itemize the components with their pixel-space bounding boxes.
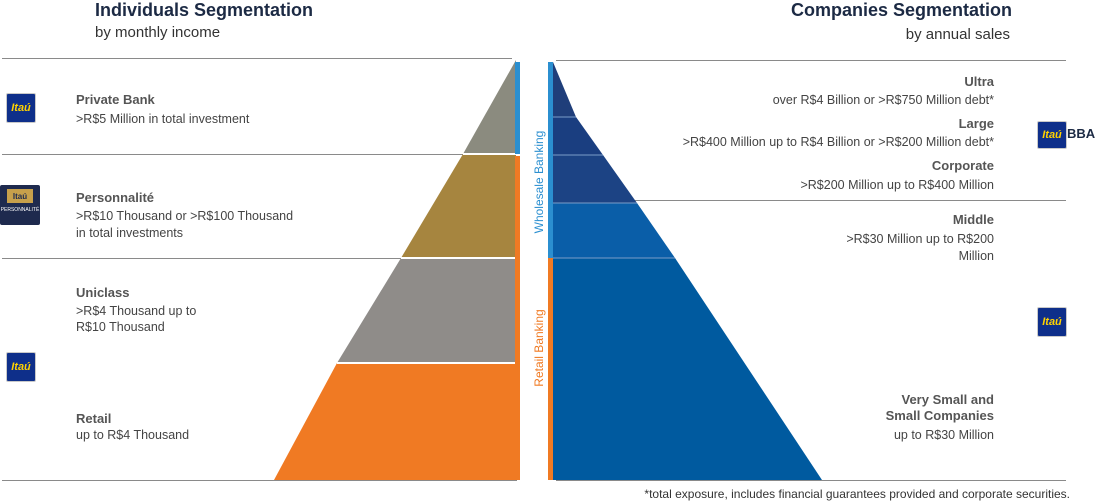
divider-left-1 xyxy=(2,154,512,155)
left-segment-personnalite xyxy=(401,154,516,258)
right-segment-small xyxy=(553,258,822,480)
left-segment-private-bank xyxy=(463,60,516,154)
left-subtitle: by monthly income xyxy=(95,24,221,41)
divider-right-bottom xyxy=(556,480,1066,481)
wholesale-banking-label: Wholesale Banking xyxy=(532,130,546,234)
right-title: Companies Segmentation xyxy=(790,0,1012,20)
left-segment-uniclass xyxy=(337,258,516,363)
segment-name-middle: Middle xyxy=(952,212,994,227)
divider-left-bottom xyxy=(2,480,517,481)
segment-name-corporate: Corporate xyxy=(931,158,994,173)
segment-desc-personnalite-1: >R$10 Thousand or >R$100 Thousand xyxy=(76,209,294,223)
segment-name-small-2: Small Companies xyxy=(885,408,994,423)
divider-left-2 xyxy=(2,258,512,259)
retail-banking-label: Retail Banking xyxy=(532,309,546,387)
segment-name-small-1: Very Small and xyxy=(901,392,995,407)
segment-desc-middle-2: Million xyxy=(958,249,994,263)
segment-desc-corporate: >R$200 Million up to R$400 Million xyxy=(800,178,994,192)
left-title: Individuals Segmentation xyxy=(95,0,314,20)
wholesale-bar-right xyxy=(548,62,553,258)
segment-desc-uniclass-1: >R$4 Thousand up to xyxy=(76,304,197,318)
right-segment-middle xyxy=(553,203,675,258)
segment-desc-retail: up to R$4 Thousand xyxy=(76,428,190,442)
segment-name-uniclass: Uniclass xyxy=(76,285,130,300)
personnalite-logo-top: Itaú xyxy=(7,189,33,203)
segment-desc-personnalite-2: in total investments xyxy=(76,226,183,240)
segment-name-personnalite: Personnalité xyxy=(76,190,155,205)
right-segment-ultra xyxy=(553,62,576,117)
segment-desc-uniclass-2: R$10 Thousand xyxy=(76,320,165,334)
itau-logo: Itaú xyxy=(6,93,36,123)
footnote: *total exposure, includes financial guar… xyxy=(644,487,1070,501)
left-segment-retail xyxy=(274,363,516,480)
segment-name-ultra: Ultra xyxy=(964,74,994,89)
segment-desc-small: up to R$30 Million xyxy=(893,428,994,442)
retail-bar-left xyxy=(515,156,520,480)
divider-left-top xyxy=(2,58,512,59)
divider-right-top xyxy=(556,60,1066,61)
itau-logo-companies: Itaú xyxy=(1037,307,1067,337)
right-segment-large xyxy=(553,117,603,155)
segment-name-private-bank: Private Bank xyxy=(76,92,155,107)
itau-logo-retail: Itaú xyxy=(6,352,36,382)
retail-bar-right xyxy=(548,258,553,480)
segment-desc-private-bank: >R$5 Million in total investment xyxy=(76,112,250,126)
divider-right-1 xyxy=(556,200,1066,201)
personnalite-logo-text: PERSONNALITÉ xyxy=(0,207,40,213)
itau-bba-logo-text: BBA xyxy=(1067,126,1096,141)
right-subtitle: by annual sales xyxy=(905,26,1010,43)
right-segment-corporate xyxy=(553,155,637,203)
itau-bba-logo-mark: Itaú xyxy=(1037,121,1067,149)
wholesale-bar-left xyxy=(515,62,520,154)
segment-name-retail: Retail xyxy=(76,411,112,426)
personnalite-logo: Itaú PERSONNALITÉ xyxy=(0,185,40,225)
segment-name-large: Large xyxy=(958,116,994,131)
segment-desc-middle-1: >R$30 Million up to R$200 xyxy=(846,232,994,246)
segment-desc-ultra: over R$4 Billion or >R$750 Million debt* xyxy=(772,93,994,107)
segment-desc-large: >R$400 Million up to R$4 Billion or >R$2… xyxy=(682,135,994,149)
